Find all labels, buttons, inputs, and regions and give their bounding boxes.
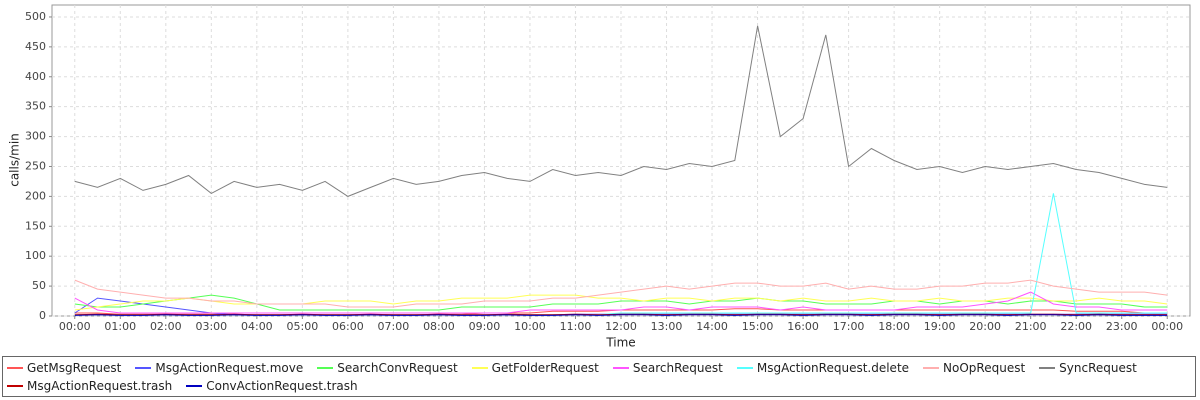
legend-swatch [186,385,203,387]
legend-item: MsgActionRequest.move [135,359,303,377]
x-tick-label: 02:00 [150,320,182,333]
series-line [74,279,1168,308]
x-tick-label: 15:00 [742,320,774,333]
legend-item: SearchRequest [612,359,723,377]
x-tick-label: 05:00 [287,320,319,333]
x-tick-label: 09:00 [469,320,501,333]
legend-item: MsgActionRequest.trash [7,377,172,395]
y-tick-label: 150 [25,219,46,232]
legend-label: SearchConvRequest [337,361,458,375]
y-tick-label: 50 [32,279,46,292]
y-tick-label: 100 [25,249,46,262]
x-tick-label: 10:00 [514,320,546,333]
legend-item: NoOpRequest [923,359,1025,377]
x-tick-label: 22:00 [1060,320,1092,333]
x-tick-label: 14:00 [696,320,728,333]
legend-label: GetMsgRequest [27,361,122,375]
legend-swatch [7,385,23,387]
y-tick-label: 450 [25,40,46,53]
legend-item: GetFolderRequest [471,359,599,377]
x-axis-title: Time [605,336,635,350]
legend-label: MsgActionRequest.trash [27,379,173,393]
legend-swatch [7,367,23,369]
legend: GetMsgRequest MsgActionRequest.move Search… [2,356,1196,397]
legend-label: SearchRequest [632,361,723,375]
x-tick-label: 11:00 [560,320,592,333]
y-axis-title: calls/min [8,133,22,187]
series-line [74,291,1168,314]
series-line [74,314,1168,316]
series-line [74,313,1168,316]
x-tick-label: 16:00 [787,320,819,333]
y-tick-label: 0 [39,309,46,322]
legend-item: GetMsgRequest [7,359,121,377]
legend-item: MsgActionRequest.delete [736,359,910,377]
y-tick-label: 300 [25,130,46,143]
x-tick-label: 06:00 [332,320,364,333]
legend-swatch [612,367,629,369]
chart: Time calls/min 0 50 100 150 200 250 300 350 400 4… [8,4,1191,350]
legend-swatch [923,367,940,369]
legend-swatch [471,367,488,369]
x-tick-label: 00:00 [1151,320,1183,333]
y-tick-label: 250 [25,159,46,172]
y-tick-label: 200 [25,189,46,202]
legend-swatch [135,367,152,369]
x-tick-label: 01:00 [104,320,136,333]
x-tick-label: 00:00 [59,320,91,333]
x-tick-label: 21:00 [1015,320,1047,333]
x-tick-label: 03:00 [195,320,227,333]
x-tick-label: 20:00 [969,320,1001,333]
x-tick-label: 23:00 [1106,320,1138,333]
series-line [74,25,1168,197]
legend-item: SyncRequest [1039,359,1137,377]
legend-swatch [317,367,334,369]
y-tick-label: 400 [25,70,46,83]
x-tick-label: 19:00 [924,320,956,333]
legend-label: GetFolderRequest [491,361,599,375]
legend-item: SearchConvRequest [317,359,458,377]
x-tick-label: 04:00 [241,320,273,333]
legend-label: MsgActionRequest.delete [756,361,910,375]
y-tick-label: 350 [25,100,46,113]
legend-label: MsgActionRequest.move [155,361,304,375]
x-tick-label: 13:00 [651,320,683,333]
legend-swatch [736,367,753,369]
y-tick-label: 500 [25,10,46,23]
legend-swatch [1039,367,1056,369]
legend-label: ConvActionRequest.trash [206,379,358,393]
legend-label: NoOpRequest [943,361,1026,375]
x-tick-label: 07:00 [378,320,410,333]
legend-label: SyncRequest [1059,361,1137,375]
x-tick-label: 18:00 [878,320,910,333]
x-tick-label: 17:00 [833,320,865,333]
x-tick-label: 12:00 [605,320,637,333]
legend-item: ConvActionRequest.trash [186,377,358,395]
x-tick-label: 08:00 [423,320,455,333]
